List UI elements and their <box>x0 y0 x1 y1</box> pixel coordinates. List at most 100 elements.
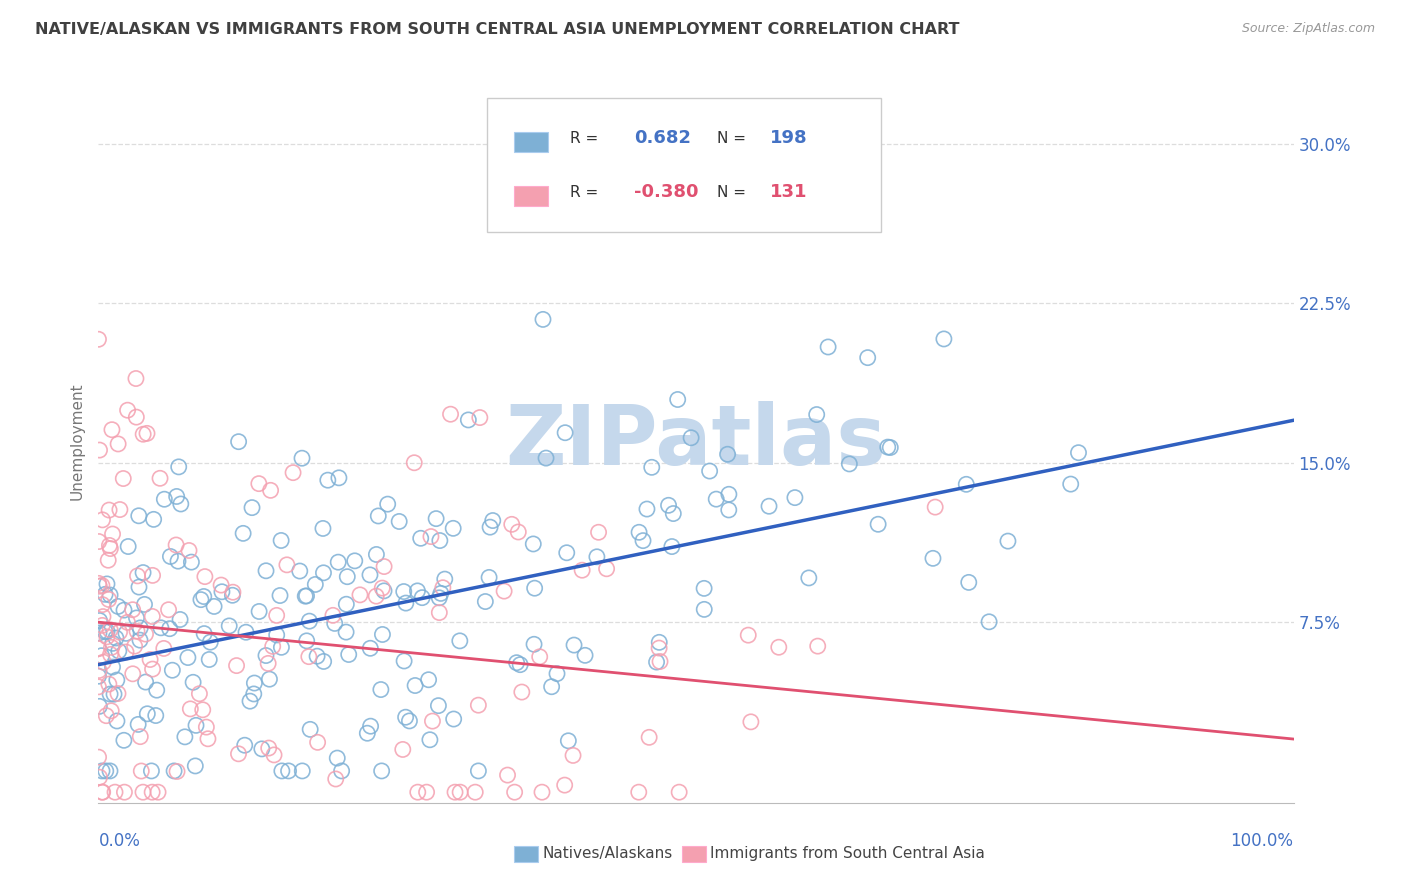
Point <box>97 553 120 567</box>
Point <box>316 473 339 487</box>
Text: ZIPatlas: ZIPatlas <box>506 401 886 482</box>
Point <box>645 655 668 669</box>
Point <box>957 575 980 590</box>
Point <box>101 636 124 650</box>
Point <box>134 627 156 641</box>
Point <box>557 733 579 747</box>
Point <box>326 751 349 765</box>
Point <box>562 638 585 652</box>
Point <box>856 351 879 365</box>
Point <box>388 515 411 529</box>
Point <box>149 471 172 485</box>
Point <box>467 764 489 778</box>
Point <box>247 605 270 619</box>
Point <box>91 764 114 778</box>
FancyBboxPatch shape <box>515 186 548 206</box>
Point <box>115 626 138 640</box>
Point <box>806 408 828 422</box>
Point <box>132 566 155 580</box>
Point <box>464 785 486 799</box>
Point <box>232 526 254 541</box>
Point <box>105 714 128 728</box>
Point <box>661 540 683 554</box>
Point <box>101 423 124 437</box>
Point <box>427 591 450 605</box>
Point <box>117 540 139 554</box>
Point <box>141 785 163 799</box>
Point <box>270 640 292 655</box>
Point <box>91 598 114 612</box>
Text: R =: R = <box>571 185 599 200</box>
Point <box>717 487 740 501</box>
Point <box>666 392 689 407</box>
Point <box>218 619 240 633</box>
Point <box>924 500 946 515</box>
Point <box>100 640 122 655</box>
Point <box>419 732 441 747</box>
Text: NATIVE/ALASKAN VS IMMIGRANTS FROM SOUTH CENTRAL ASIA UNEMPLOYMENT CORRELATION CH: NATIVE/ALASKAN VS IMMIGRANTS FROM SOUTH … <box>35 22 960 37</box>
Text: N =: N = <box>717 185 747 200</box>
Point <box>149 621 172 635</box>
FancyBboxPatch shape <box>486 98 882 232</box>
Point <box>838 457 860 471</box>
Point <box>153 492 176 507</box>
Point <box>312 655 335 669</box>
Point <box>681 431 703 445</box>
Point <box>503 785 526 799</box>
Point <box>997 534 1019 549</box>
Point <box>430 586 453 600</box>
Point <box>266 608 288 623</box>
Point <box>783 491 806 505</box>
Point <box>422 714 444 728</box>
Point <box>180 555 202 569</box>
Point <box>429 533 451 548</box>
Point <box>648 641 671 656</box>
Point <box>444 785 467 799</box>
Point <box>406 583 429 598</box>
Point <box>1060 477 1083 491</box>
Point <box>328 471 350 485</box>
Point <box>87 669 110 683</box>
Point <box>221 588 243 602</box>
Point <box>98 538 121 552</box>
Point <box>170 497 193 511</box>
Point <box>101 660 124 674</box>
Point <box>266 628 288 642</box>
Point <box>522 537 544 551</box>
Point <box>467 698 489 713</box>
Point <box>91 785 114 799</box>
Point <box>259 672 281 686</box>
Point <box>360 719 382 733</box>
Point <box>263 747 285 762</box>
Point <box>129 621 152 635</box>
Point <box>233 738 256 752</box>
Point <box>141 764 163 778</box>
Point <box>295 589 318 603</box>
Point <box>529 649 551 664</box>
Point <box>571 563 593 577</box>
Point <box>554 778 576 792</box>
Point <box>356 726 378 740</box>
Point <box>165 538 187 552</box>
Text: -0.380: -0.380 <box>634 183 699 202</box>
Point <box>190 592 212 607</box>
Text: N =: N = <box>717 130 747 145</box>
Point <box>404 679 426 693</box>
Point <box>89 614 111 628</box>
Point <box>107 599 129 614</box>
Point <box>96 624 118 639</box>
Point <box>523 637 546 651</box>
Point <box>125 410 148 425</box>
Point <box>876 440 898 454</box>
Point <box>254 564 277 578</box>
Point <box>373 559 395 574</box>
Point <box>323 616 346 631</box>
Point <box>288 564 311 578</box>
Point <box>758 500 780 514</box>
Point <box>291 764 314 778</box>
Point <box>98 764 121 778</box>
Point <box>392 584 415 599</box>
Point <box>439 407 461 421</box>
Point <box>496 768 519 782</box>
Point <box>307 649 329 664</box>
